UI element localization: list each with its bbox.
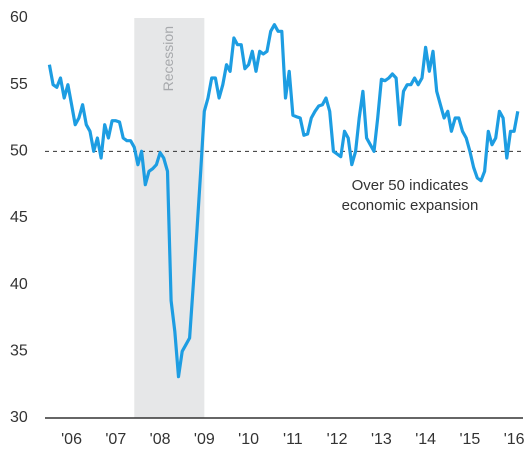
y-tick-label: 40 [10, 276, 28, 293]
y-tick-label: 35 [10, 343, 28, 360]
x-tick-label: '06 [61, 431, 82, 448]
x-tick-label: '12 [327, 431, 348, 448]
x-tick-label: '16 [504, 431, 525, 448]
y-tick-label: 30 [10, 409, 28, 426]
data-line [47, 23, 520, 379]
y-tick-label: 60 [10, 9, 28, 26]
annotation: Over 50 indicates [352, 177, 469, 194]
annotation: economic expansion [342, 197, 479, 214]
y-tick-label: 55 [10, 76, 28, 93]
x-tick-label: '10 [238, 431, 259, 448]
x-tick-label: '07 [105, 431, 126, 448]
x-tick-label: '08 [150, 431, 171, 448]
x-tick-label: '11 [283, 431, 303, 448]
x-tick-label: '14 [415, 431, 436, 448]
y-tick-label: 45 [10, 209, 28, 226]
y-tick-label: 50 [10, 143, 28, 160]
x-tick-label: '15 [459, 431, 480, 448]
recession-label: Recession [160, 26, 176, 91]
x-tick-label: '09 [194, 431, 215, 448]
x-tick-label: '13 [371, 431, 392, 448]
